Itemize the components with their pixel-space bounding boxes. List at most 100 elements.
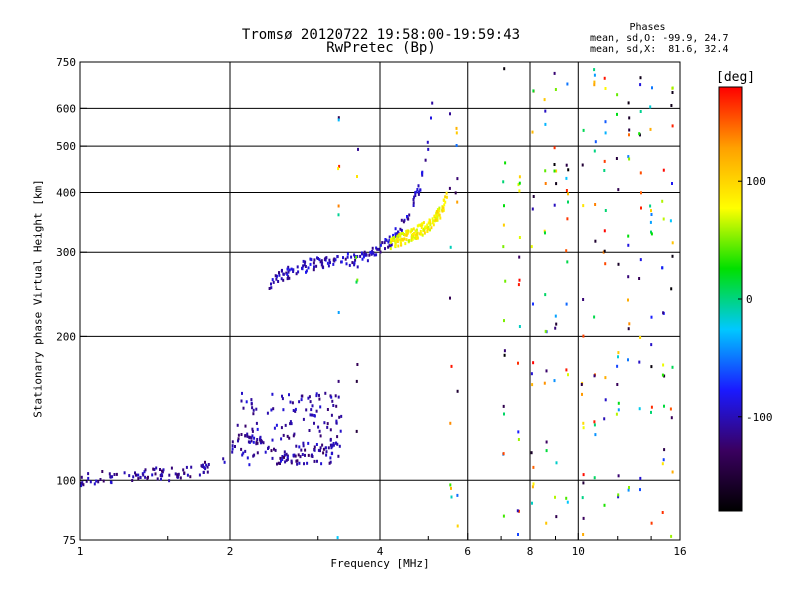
echo-point bbox=[278, 271, 280, 275]
x-tick-label: 16 bbox=[673, 545, 686, 558]
noise-point bbox=[650, 230, 652, 234]
echo-point bbox=[280, 277, 283, 281]
noise-point bbox=[628, 322, 631, 326]
noise-point bbox=[356, 265, 359, 269]
noise-point bbox=[544, 293, 547, 297]
noise-point bbox=[662, 363, 665, 367]
echo-point bbox=[338, 444, 341, 448]
echo-point bbox=[410, 238, 413, 242]
echo-point bbox=[405, 238, 408, 242]
echo-point bbox=[388, 238, 391, 242]
echo-point bbox=[322, 451, 325, 455]
echo-point bbox=[371, 251, 374, 255]
echo-point bbox=[251, 406, 254, 410]
echo-point bbox=[422, 221, 425, 225]
echo-point bbox=[319, 405, 322, 409]
echo-point bbox=[402, 231, 404, 235]
noise-point bbox=[616, 383, 619, 386]
echo-point bbox=[436, 210, 439, 214]
echo-point bbox=[390, 243, 393, 247]
x-tick-label: 4 bbox=[377, 545, 384, 558]
echo-point bbox=[414, 191, 417, 195]
colorbar-tick-label: 0 bbox=[746, 293, 753, 306]
noise-point bbox=[448, 186, 451, 190]
echo-point bbox=[240, 447, 243, 451]
echo-point bbox=[345, 262, 348, 266]
echo-point bbox=[288, 268, 291, 272]
noise-point bbox=[639, 258, 642, 262]
noise-point bbox=[454, 191, 457, 195]
echo-point bbox=[416, 236, 419, 240]
echo-point bbox=[326, 425, 329, 429]
noise-point bbox=[532, 361, 535, 365]
echo-point bbox=[306, 461, 309, 465]
echo-point bbox=[313, 459, 316, 463]
echo-point bbox=[237, 439, 239, 443]
noise-point bbox=[555, 169, 558, 173]
echo-point bbox=[329, 438, 332, 442]
noise-point bbox=[650, 365, 653, 369]
echo-point bbox=[368, 253, 371, 257]
echo-point bbox=[319, 449, 321, 453]
echo-point bbox=[399, 234, 402, 238]
echo-point bbox=[389, 240, 392, 244]
echo-point bbox=[366, 259, 369, 263]
noise-point bbox=[518, 255, 521, 259]
noise-point bbox=[338, 164, 341, 168]
noise-point bbox=[555, 515, 558, 519]
echo-point bbox=[432, 223, 435, 227]
echo-point bbox=[80, 475, 83, 479]
echo-point bbox=[123, 471, 126, 475]
echo-point bbox=[337, 395, 340, 399]
noise-point bbox=[554, 326, 557, 330]
noise-point bbox=[565, 176, 568, 180]
echo-point bbox=[411, 235, 414, 239]
echo-point bbox=[286, 273, 289, 276]
echo-point bbox=[304, 448, 307, 452]
echo-point bbox=[282, 272, 285, 276]
echo-point bbox=[444, 195, 447, 199]
echo-point bbox=[348, 263, 351, 267]
echo-point bbox=[309, 413, 312, 417]
echo-point bbox=[283, 455, 285, 459]
noise-point bbox=[639, 476, 642, 480]
echo-point bbox=[384, 238, 387, 241]
noise-point bbox=[456, 200, 459, 204]
noise-point bbox=[604, 376, 607, 380]
noise-point bbox=[553, 169, 556, 173]
echo-point bbox=[168, 479, 171, 483]
echo-point bbox=[207, 463, 210, 466]
echo-point bbox=[115, 472, 118, 476]
echo-point bbox=[223, 460, 226, 464]
echo-point bbox=[431, 101, 434, 105]
noise-point bbox=[553, 203, 556, 207]
noise-point bbox=[604, 120, 607, 124]
echo-point bbox=[318, 258, 321, 262]
noise-point bbox=[566, 82, 569, 86]
echo-point bbox=[301, 394, 304, 398]
echo-point bbox=[421, 171, 423, 175]
echo-point bbox=[281, 394, 283, 398]
echo-point bbox=[394, 227, 397, 231]
noise-point bbox=[593, 80, 596, 84]
noise-point bbox=[663, 374, 666, 378]
echo-point bbox=[273, 426, 276, 430]
noise-point bbox=[604, 131, 607, 135]
echo-point bbox=[296, 265, 299, 269]
echo-point bbox=[414, 229, 417, 233]
echo-point bbox=[359, 254, 362, 258]
noise-point bbox=[671, 124, 674, 128]
noise-point bbox=[567, 192, 569, 196]
noise-point bbox=[603, 159, 606, 163]
echo-point bbox=[388, 235, 391, 239]
echo-point bbox=[406, 215, 408, 218]
echo-point bbox=[353, 261, 356, 265]
echo-point bbox=[318, 429, 321, 433]
noise-point bbox=[661, 266, 664, 270]
echo-point bbox=[426, 223, 429, 227]
echo-point bbox=[260, 441, 262, 445]
echo-point bbox=[251, 427, 254, 431]
echo-point bbox=[388, 244, 391, 248]
echo-point bbox=[290, 267, 293, 271]
echo-point bbox=[87, 476, 90, 480]
